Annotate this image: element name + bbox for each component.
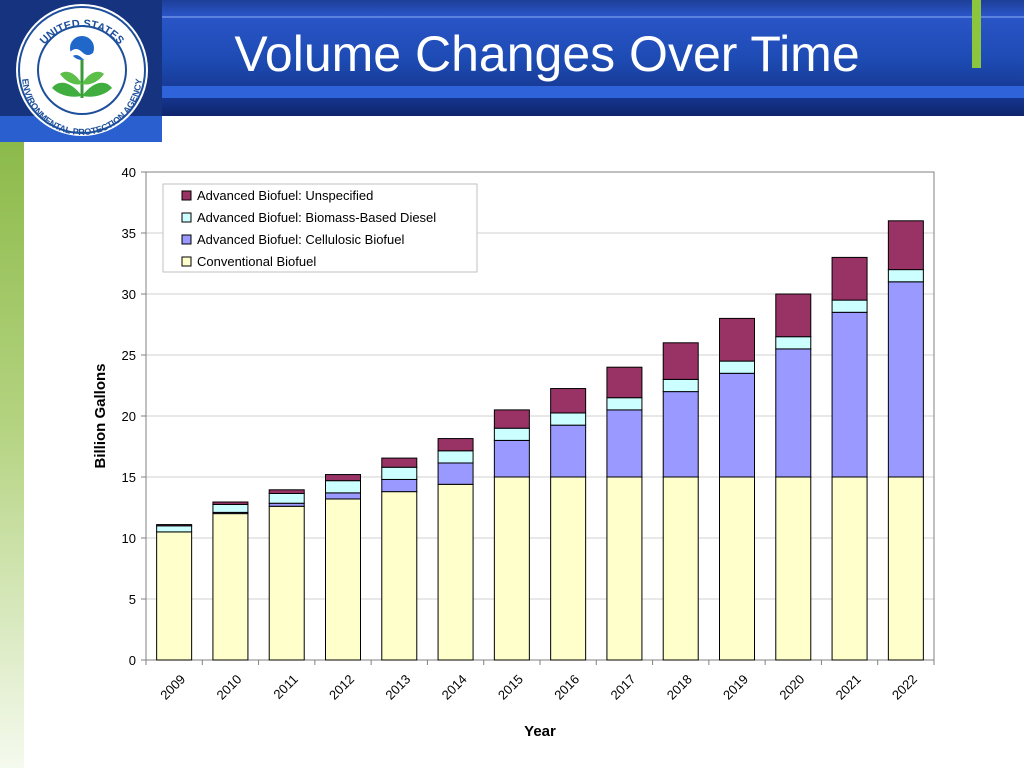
bar-segment xyxy=(550,388,587,414)
bar-segment xyxy=(887,476,924,661)
bar-segment xyxy=(268,505,305,661)
bar-segment xyxy=(606,366,643,399)
x-axis-title: Year xyxy=(524,723,556,740)
y-tick-label: 30 xyxy=(122,287,136,302)
bar-segment xyxy=(493,476,530,661)
bar-segment xyxy=(775,293,812,338)
epa-logo: UNITED STATES ENVIRONMENTAL PROTECTION A… xyxy=(16,4,148,137)
x-tick-label: 2022 xyxy=(889,672,920,703)
bar-segment xyxy=(212,501,249,505)
x-tick-label: 2020 xyxy=(776,672,807,703)
bar-segment xyxy=(606,409,643,478)
bar-segment xyxy=(381,466,418,480)
bar-segment xyxy=(662,378,699,393)
bar-segment xyxy=(719,317,755,362)
legend-box xyxy=(162,183,478,273)
bar-segment xyxy=(550,424,587,478)
legend-swatch xyxy=(181,212,192,223)
bar-segment xyxy=(381,457,418,468)
bar-segment xyxy=(156,531,193,661)
x-tick-label: 2009 xyxy=(157,672,188,703)
x-tick-label: 2021 xyxy=(833,672,864,703)
bar-segment xyxy=(887,269,924,283)
legend-swatch xyxy=(181,256,192,267)
bar-segment xyxy=(831,299,868,313)
side-green-bar xyxy=(0,142,24,768)
x-tick-label: 2019 xyxy=(720,672,751,703)
y-tick-label: 40 xyxy=(122,165,136,180)
x-tick-label: 2018 xyxy=(664,672,695,703)
bar-segment xyxy=(775,336,812,350)
bar-segment xyxy=(775,476,812,661)
y-axis-title: Billion Gallons xyxy=(92,363,109,468)
x-tick-label: 2015 xyxy=(495,672,526,703)
x-tick-label: 2012 xyxy=(326,672,357,703)
bar-segment xyxy=(831,476,868,661)
bar-segment xyxy=(156,524,193,527)
legend-swatch xyxy=(181,190,192,201)
bar-segment xyxy=(719,476,755,661)
y-tick-label: 10 xyxy=(122,531,136,546)
bar-segment xyxy=(887,220,924,271)
bar-segment xyxy=(550,412,587,426)
bar-segment xyxy=(775,348,812,478)
y-tick-label: 35 xyxy=(122,226,136,241)
bar-segment xyxy=(325,474,361,482)
bar-segment xyxy=(662,391,699,478)
x-tick-label: 2010 xyxy=(213,672,244,703)
bar-segment xyxy=(719,372,755,478)
bar-segment xyxy=(493,427,530,441)
bar-segment xyxy=(156,525,193,533)
bar-segment xyxy=(268,489,305,494)
x-tick-label: 2017 xyxy=(607,672,638,703)
legend-label: Conventional Biofuel xyxy=(197,254,316,269)
bar-segment xyxy=(268,492,305,504)
bar-segment xyxy=(831,256,868,301)
bar-segment xyxy=(437,450,474,464)
legend-label: Advanced Biofuel: Biomass-Based Diesel xyxy=(197,210,436,225)
x-tick-label: 2013 xyxy=(382,672,413,703)
bar-segment xyxy=(662,476,699,661)
x-axis-ticks: 2009 2010 2011 2012 2013 2014 2015 2016 2017 2018… xyxy=(145,660,935,703)
grid-layer xyxy=(146,232,934,600)
x-tick-label: 2014 xyxy=(439,672,470,703)
legend-label: Advanced Biofuel: Cellulosic Biofuel xyxy=(197,232,405,247)
accent-line xyxy=(972,0,981,68)
slide-title: Volume Changes Over Time xyxy=(234,26,860,82)
bar-segment xyxy=(606,397,643,411)
bar-segment xyxy=(437,483,474,661)
bar-segment xyxy=(325,480,361,494)
y-tick-label: 20 xyxy=(122,409,136,424)
header-stripe-lower xyxy=(162,86,1024,98)
bar-segment xyxy=(381,491,418,661)
x-tick-label: 2011 xyxy=(270,672,300,702)
bar-segment xyxy=(437,462,474,485)
bar-segment xyxy=(606,476,643,661)
bar-segment xyxy=(325,498,361,661)
legend-swatch xyxy=(181,234,192,245)
bar-segment xyxy=(437,438,474,452)
bars-layer xyxy=(156,220,924,661)
y-tick-label: 25 xyxy=(122,348,136,363)
chart-legend: Advanced Biofuel: Unspecified Advanced Bi… xyxy=(162,183,478,273)
y-tick-label: 15 xyxy=(122,470,136,485)
bar-segment xyxy=(212,513,249,661)
bar-segment xyxy=(887,281,924,478)
bar-segment xyxy=(550,476,587,661)
bar-segment xyxy=(831,311,868,478)
bar-segment xyxy=(719,360,755,374)
bar-segment xyxy=(662,342,699,380)
legend-label: Advanced Biofuel: Unspecified xyxy=(197,188,373,203)
bar-segment xyxy=(493,409,530,429)
bar-segment xyxy=(493,439,530,478)
bar-segment xyxy=(381,478,418,493)
x-tick-label: 2016 xyxy=(551,672,582,703)
bar-segment xyxy=(212,503,249,513)
y-tick-label: 0 xyxy=(129,653,136,668)
y-tick-label: 5 xyxy=(129,592,136,607)
header-stripe xyxy=(162,16,1024,18)
bar-segment xyxy=(325,492,361,500)
y-axis-ticks: 0 5 10 15 20 25 30 35 40 xyxy=(122,165,146,668)
